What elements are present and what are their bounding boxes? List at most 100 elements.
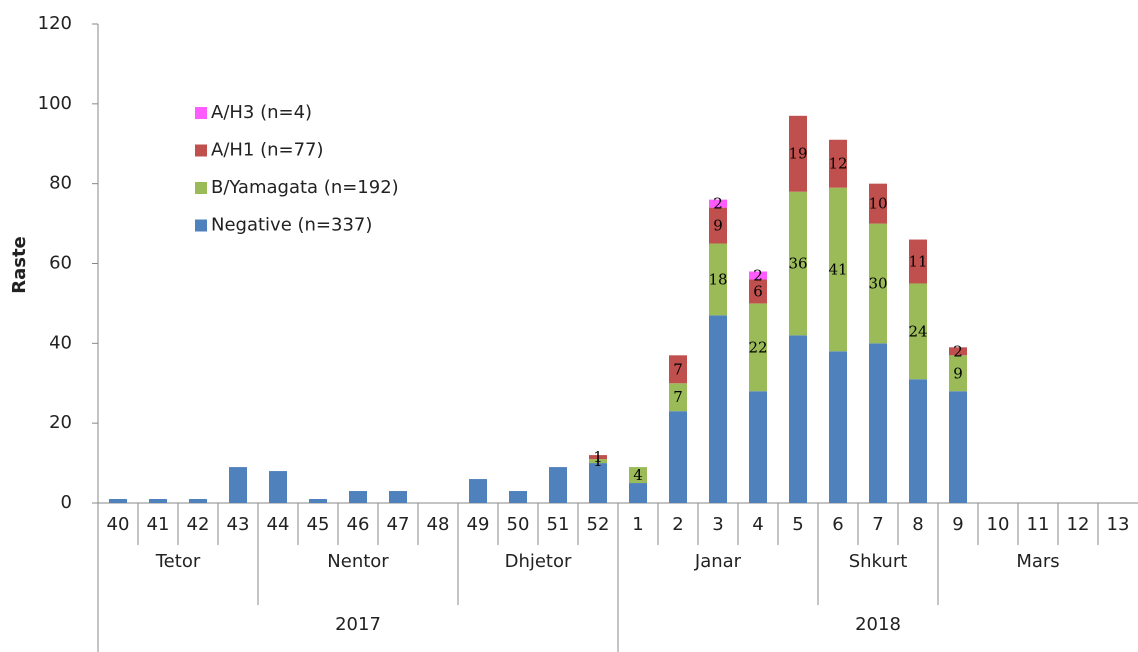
x-tick-label: 1 [632,514,643,535]
bar-segment [789,191,807,336]
x-tick-label: 13 [1107,514,1130,535]
x-tick-label: 50 [507,514,530,535]
data-label: 30 [868,274,887,292]
months-label: Mars [1016,551,1059,572]
bar-segment [709,207,727,244]
legend-swatch [195,182,207,194]
data-label: 4 [633,466,643,484]
data-label: 11 [908,253,927,271]
bar-segment [949,347,967,356]
bar-segment [389,491,407,503]
legend-swatch [195,107,207,119]
bar-segment [829,187,847,352]
legend-swatch [195,219,207,232]
months-label: Janar [694,551,742,572]
data-label: 22 [748,338,767,356]
bar-segment [709,315,727,503]
months-label: Dhjetor [505,551,572,572]
bar-segment [749,279,767,304]
y-tick-label: 40 [49,332,72,353]
data-label: 24 [908,322,927,340]
bar-segment [549,467,567,503]
x-tick-label: 46 [347,514,370,535]
data-label: 9 [713,217,723,235]
years-label: 2017 [335,614,381,635]
bar-segment [629,467,647,484]
x-tick-label: 9 [952,514,963,535]
x-tick-label: 44 [267,514,290,535]
data-label: 36 [788,255,807,273]
bar-segment [669,383,687,412]
legend-label: B/Yamagata (n=192) [211,177,399,198]
bar-segment [749,303,767,392]
data-label: 2 [953,342,963,360]
bar-segment [749,271,767,280]
data-label: 9 [953,364,963,382]
x-tick-label: 6 [832,514,843,535]
bar-segment [229,467,247,503]
bar-segment [189,499,207,503]
months-label: Shkurt [849,551,908,572]
data-label: 2 [753,266,763,284]
bar-segment [269,471,287,503]
y-tick-label: 120 [38,13,72,34]
bar-segment [949,355,967,392]
y-axis-label: Raste [9,236,30,294]
bar-segment [669,411,687,503]
bar-segment [309,499,327,503]
bar-segment [349,491,367,503]
bar-segment [949,391,967,503]
y-tick-label: 60 [49,253,72,274]
bar-segment [589,459,607,464]
bar-segment [629,483,647,503]
legend-label: A/H1 (n=77) [211,140,324,161]
x-tick-label: 8 [912,514,923,535]
bar-segment [789,335,807,503]
data-label: 12 [828,155,847,173]
bar-segment [909,239,927,284]
months-label: Nentor [327,551,389,572]
data-label: 1 [593,448,603,466]
data-label: 6 [753,282,763,300]
bar-segment [869,183,887,224]
x-tick-label: 2 [672,514,683,535]
bar-segment [789,115,807,192]
x-tick-label: 7 [872,514,883,535]
data-label: 7 [673,360,683,378]
bar-segment [909,283,927,380]
months-label: Tetor [155,551,201,572]
data-label: 1 [593,452,603,470]
x-tick-label: 52 [587,514,610,535]
bar-segment [869,343,887,503]
x-tick-label: 45 [307,514,330,535]
x-tick-label: 47 [387,514,410,535]
x-tick-label: 41 [147,514,170,535]
x-tick-label: 49 [467,514,490,535]
x-tick-label: 48 [427,514,450,535]
x-tick-label: 11 [1027,514,1050,535]
bar-segment [469,479,487,503]
bar-segment [749,391,767,503]
y-tick-label: 0 [61,492,72,513]
x-tick-label: 40 [107,514,130,535]
x-tick-label: 42 [187,514,210,535]
bar-segment [709,199,727,208]
x-tick-label: 12 [1067,514,1090,535]
bar-segment [829,351,847,503]
bar-segment [669,355,687,384]
bar-segment [589,455,607,460]
bar-segment [709,243,727,316]
bar-segment [909,379,927,503]
x-tick-label: 51 [547,514,570,535]
bar-segment [829,139,847,188]
x-tick-label: 10 [987,514,1010,535]
bar-segment [589,463,607,503]
x-tick-label: 4 [752,514,763,535]
legend-label: Negative (n=337) [211,215,372,236]
y-tick-label: 80 [49,173,72,194]
x-tick-label: 5 [792,514,803,535]
data-label: 19 [788,145,807,163]
y-tick-label: 20 [49,412,72,433]
bar-segment [509,491,527,503]
legend-swatch [195,144,207,157]
